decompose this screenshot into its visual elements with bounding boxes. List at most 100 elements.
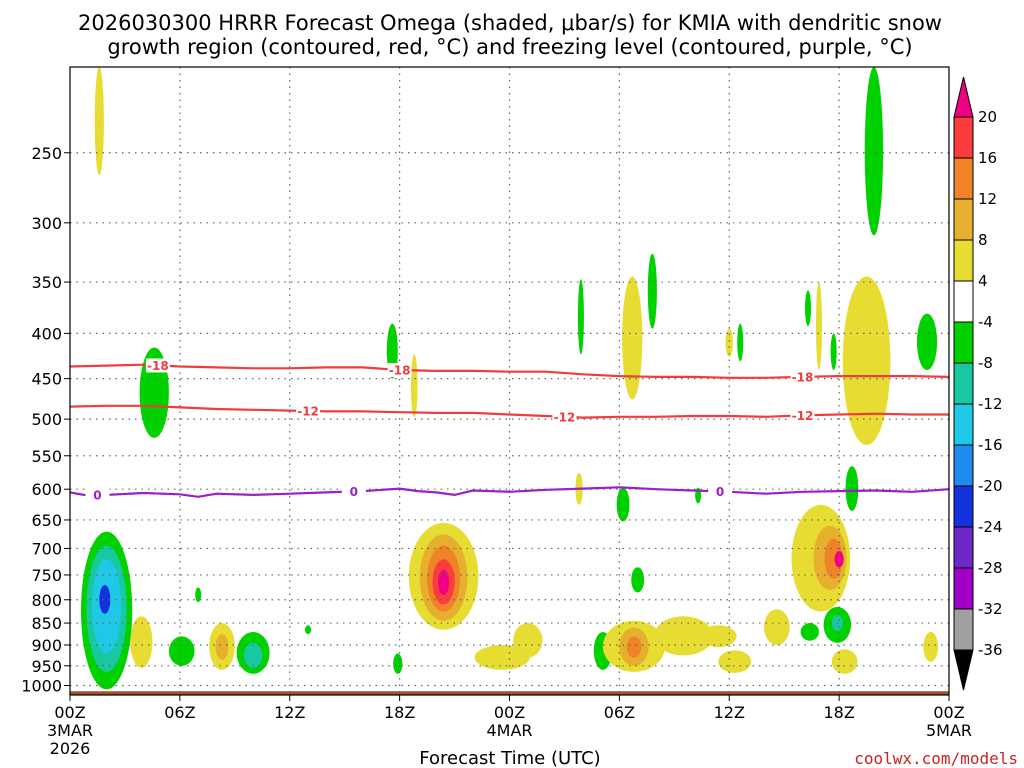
omega-area-10 xyxy=(215,634,229,660)
colorbar-bin--24--20 xyxy=(953,485,974,528)
omega-area-4 xyxy=(99,585,111,614)
omega-area-23 xyxy=(513,623,543,658)
x-tick-label-0: 00Z xyxy=(54,703,85,722)
omega-area-15 xyxy=(393,653,403,674)
contour-label-bg xyxy=(85,488,110,503)
omega-area-37 xyxy=(764,609,790,646)
omega-shading xyxy=(80,67,939,690)
contour-label-bg xyxy=(552,409,577,424)
y-tick-label-650: 650 xyxy=(31,511,62,530)
contour-label-0-0: 0 xyxy=(93,489,101,503)
omega-area-30 xyxy=(631,567,645,593)
chart-title-line2: growth region (contoured, red, °C) and f… xyxy=(107,35,912,59)
colorbar-label-16: 16 xyxy=(978,149,997,167)
colorbar-bin--8--4 xyxy=(953,321,974,364)
omega-area-35 xyxy=(699,625,737,648)
omega-area-56 xyxy=(916,313,938,371)
colorbar-bin--32--28 xyxy=(953,567,974,610)
contour-label-bg xyxy=(341,484,366,499)
y-tick-label-300: 300 xyxy=(31,214,62,233)
omega-area-39 xyxy=(737,323,744,362)
x-tick-label-30: 06Z xyxy=(604,703,635,722)
ground-band xyxy=(70,691,949,695)
contour-label-0-1: 0 xyxy=(350,485,358,499)
grid-lines xyxy=(70,67,949,695)
omega-area-54 xyxy=(864,67,884,236)
omega-area-55 xyxy=(923,631,939,662)
colorbar-bin-12-16 xyxy=(953,157,974,200)
contour-label-bg xyxy=(708,484,733,499)
x-tick-label-36: 12Z xyxy=(714,703,745,722)
colorbar-bin-16-20 xyxy=(953,116,974,159)
x-axis-label: Forecast Time (UTC) xyxy=(419,748,600,768)
x-tick-date-24: 4MAR xyxy=(486,721,532,740)
omega-area-13 xyxy=(305,625,312,635)
y-tick-label-250: 250 xyxy=(31,144,62,163)
colorbar-bin--20--16 xyxy=(953,444,974,487)
x-tick-label-42: 18Z xyxy=(823,703,854,722)
x-tick-year-0: 2026 xyxy=(50,739,91,758)
colorbar-under-triangle xyxy=(953,649,974,691)
contour-label-bg xyxy=(296,403,321,418)
omega-area-36 xyxy=(718,650,752,673)
colorbar-label-8: 8 xyxy=(978,231,988,249)
x-tick-label-24: 00Z xyxy=(494,703,525,722)
colorbar-label--24: -24 xyxy=(978,518,1003,536)
colorbar-over-triangle xyxy=(953,76,974,118)
contour-label--12-1: -12 xyxy=(554,410,576,424)
omega-area-49 xyxy=(804,290,811,327)
contour-label--18-0: -18 xyxy=(147,359,169,373)
omega-area-25 xyxy=(577,279,584,355)
omega-area-48 xyxy=(831,649,858,674)
colorbar-bin--12--8 xyxy=(953,362,974,405)
y-tick-label-700: 700 xyxy=(31,539,62,558)
colorbar-bin-8-12 xyxy=(953,198,974,241)
colorbar-label--36: -36 xyxy=(978,641,1003,659)
x-tick-label-18: 18Z xyxy=(384,703,415,722)
colorbar-label--4: -4 xyxy=(978,313,993,331)
y-tick-label-750: 750 xyxy=(31,566,62,585)
contour-0 xyxy=(69,486,950,498)
contour-label-bg xyxy=(387,363,412,378)
credit-text: coolwx.com/models xyxy=(854,749,1018,768)
omega-area-27 xyxy=(616,487,630,522)
omega-area-16 xyxy=(410,354,418,418)
contour-label-bg xyxy=(790,408,815,423)
omega-area-28 xyxy=(622,276,643,400)
colorbar-bin--36--32 xyxy=(953,608,974,651)
colorbar-label--28: -28 xyxy=(978,559,1003,577)
colorbar-bin--28--24 xyxy=(953,526,974,569)
omega-area-5 xyxy=(130,616,153,668)
colorbar-label-20: 20 xyxy=(978,108,997,126)
y-tick-label-500: 500 xyxy=(31,410,62,429)
y-tick-label-950: 950 xyxy=(31,657,62,676)
x-tick-label-6: 06Z xyxy=(164,703,195,722)
omega-area-21 xyxy=(438,569,450,595)
y-tick-label-550: 550 xyxy=(31,447,62,466)
colorbar-bin-4-8 xyxy=(953,239,974,282)
omega-area-52 xyxy=(845,466,859,511)
omega-area-33 xyxy=(626,636,642,658)
x-tick-date-48: 5MAR xyxy=(926,721,972,740)
omega-area-12 xyxy=(243,642,263,668)
contour-label--18-1: -18 xyxy=(389,364,411,378)
omega-area-0 xyxy=(94,67,104,176)
y-axis: 250 300 350 400 450 500 550 600 650 700 750 800 850 9… xyxy=(21,144,70,696)
y-tick-label-900: 900 xyxy=(31,636,62,655)
omega-area-22 xyxy=(474,645,530,670)
omega-area-44 xyxy=(834,551,844,568)
omega-area-51 xyxy=(830,333,837,371)
colorbar: 20 16 12 8 4 -4 -8 -12 -16 -20 -24 -28 -32 -36 xyxy=(953,76,1003,691)
contour-label--12-2: -12 xyxy=(792,409,814,423)
y-tick-label-400: 400 xyxy=(31,324,62,343)
x-tick-date-0: 3MAR xyxy=(47,721,93,740)
chart-title-line1: 2026030300 HRRR Forecast Omega (shaded, … xyxy=(78,11,942,35)
colorbar-label--8: -8 xyxy=(978,354,993,372)
contour-lines: -18 -18 -18 -12 -12 -12 0 0 0 xyxy=(69,358,950,503)
contour-label-bg xyxy=(790,369,815,384)
colorbar-label-4: 4 xyxy=(978,272,988,290)
y-tick-label-450: 450 xyxy=(31,370,62,389)
omega-area-29 xyxy=(647,253,657,329)
contour-label--18-2: -18 xyxy=(792,370,814,384)
omega-area-53 xyxy=(842,276,891,446)
